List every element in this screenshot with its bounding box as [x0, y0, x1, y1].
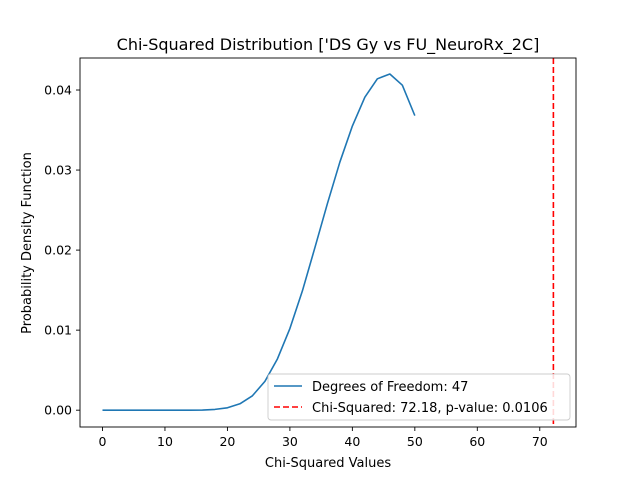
x-tick-label: 70: [532, 434, 548, 449]
series-line-0: [102, 73, 416, 411]
x-tick-label: 0: [99, 434, 107, 449]
x-tick-label: 50: [407, 434, 423, 449]
x-tick-label: 20: [219, 434, 235, 449]
y-tick-label: 0.02: [44, 243, 72, 258]
x-tick-label: 40: [344, 434, 360, 449]
y-tick-label: 0.03: [44, 163, 72, 178]
legend-box: [267, 373, 571, 421]
y-axis-label: Probability Density Function: [20, 152, 35, 334]
chart-title: Chi-Squared Distribution ['DS Gy vs FU_N…: [117, 35, 540, 55]
y-tick-label: 0.04: [44, 83, 72, 98]
axes-frame: [79, 57, 577, 428]
y-tick-label: 0.01: [44, 323, 72, 338]
plot-area: 0 10 20 30 40 50 60 70 0.00 0.01 0.02 0.03 0.04 Degre…: [44, 57, 577, 449]
x-tick-label: 60: [469, 434, 485, 449]
x-tick-label: 30: [282, 434, 298, 449]
x-axis-label: Chi-Squared Values: [265, 456, 391, 471]
x-tick-label: 10: [157, 434, 173, 449]
legend-label-0: Degrees of Freedom: 47: [312, 380, 468, 395]
y-tick-label: 0.00: [44, 403, 72, 418]
legend-label-1: Chi-Squared: 72.18, p-value: 0.0106: [312, 401, 548, 416]
